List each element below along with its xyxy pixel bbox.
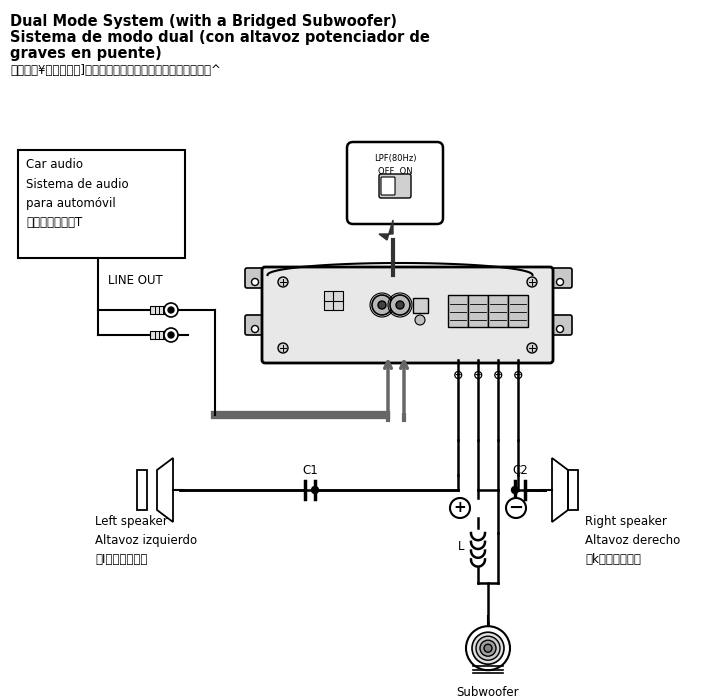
- Circle shape: [278, 277, 288, 287]
- FancyBboxPatch shape: [508, 295, 528, 327]
- FancyBboxPatch shape: [488, 295, 508, 327]
- Text: graves en puente): graves en puente): [10, 46, 161, 61]
- FancyBboxPatch shape: [413, 298, 428, 313]
- Text: +: +: [454, 500, 466, 515]
- Circle shape: [378, 301, 386, 309]
- Text: LINE OUT: LINE OUT: [108, 274, 163, 287]
- Circle shape: [527, 343, 537, 353]
- Circle shape: [557, 278, 564, 285]
- Text: LPF(80Hz)
OFF  ON: LPF(80Hz) OFF ON: [374, 154, 416, 175]
- Circle shape: [252, 326, 259, 333]
- Circle shape: [476, 636, 500, 660]
- FancyBboxPatch shape: [381, 177, 395, 195]
- Circle shape: [390, 295, 410, 315]
- FancyBboxPatch shape: [379, 174, 411, 198]
- Circle shape: [168, 332, 174, 338]
- Circle shape: [527, 277, 537, 287]
- Text: Sistema de modo dual (con altavoz potenciador de: Sistema de modo dual (con altavoz potenc…: [10, 30, 430, 45]
- Circle shape: [466, 626, 510, 670]
- FancyBboxPatch shape: [568, 470, 578, 510]
- FancyBboxPatch shape: [150, 306, 166, 314]
- Circle shape: [480, 640, 496, 656]
- FancyBboxPatch shape: [150, 331, 166, 339]
- FancyBboxPatch shape: [324, 299, 333, 310]
- Text: C2: C2: [512, 464, 528, 477]
- FancyBboxPatch shape: [18, 150, 185, 258]
- FancyBboxPatch shape: [333, 291, 343, 301]
- Text: Left speaker
Altavoz izquierdo
・Iエュチンセケ: Left speaker Altavoz izquierdo ・Iエュチンセケ: [95, 515, 197, 566]
- Text: Car audio
Sistema de audio
para automóvil
ィトィヨュオ了T: Car audio Sistema de audio para automóvi…: [26, 158, 129, 229]
- Text: Right speaker
Altavoz derecho
・kエュチンセケ: Right speaker Altavoz derecho ・kエュチンセケ: [585, 515, 680, 566]
- Text: Dual Mode System (with a Bridged Subwoofer): Dual Mode System (with a Bridged Subwoof…: [10, 14, 397, 29]
- Text: ⊖: ⊖: [493, 368, 503, 382]
- Circle shape: [511, 487, 518, 493]
- Text: Subwoofer
Altavoz potenciador de graves
カウァコュオエュチンセケ: Subwoofer Altavoz potenciador de graves …: [397, 686, 578, 699]
- FancyBboxPatch shape: [550, 268, 572, 288]
- FancyBboxPatch shape: [347, 142, 443, 224]
- Circle shape: [311, 487, 319, 493]
- FancyBboxPatch shape: [468, 295, 488, 327]
- Circle shape: [278, 343, 288, 353]
- FancyBboxPatch shape: [550, 315, 572, 335]
- Text: L: L: [457, 540, 464, 552]
- FancyBboxPatch shape: [333, 299, 343, 310]
- FancyBboxPatch shape: [137, 470, 147, 510]
- FancyBboxPatch shape: [245, 268, 267, 288]
- Circle shape: [484, 644, 492, 652]
- Circle shape: [164, 303, 178, 317]
- Polygon shape: [379, 220, 393, 240]
- FancyBboxPatch shape: [245, 315, 267, 335]
- FancyBboxPatch shape: [262, 267, 553, 363]
- Circle shape: [252, 278, 259, 285]
- Circle shape: [164, 328, 178, 342]
- Circle shape: [415, 315, 425, 325]
- FancyBboxPatch shape: [448, 295, 468, 327]
- Text: ツ　オ・¥ッ為トホ。]了アセ　。カウァコュオエュチンセケ。^: ツ オ・¥ッ為トホ。]了アセ 。カウァコュオエュチンセケ。^: [10, 64, 221, 77]
- Circle shape: [557, 326, 564, 333]
- Circle shape: [168, 307, 174, 313]
- Circle shape: [396, 301, 404, 309]
- Circle shape: [506, 498, 526, 518]
- Circle shape: [372, 295, 392, 315]
- Circle shape: [472, 632, 504, 664]
- Text: C1: C1: [302, 464, 318, 477]
- Circle shape: [450, 498, 470, 518]
- Text: ⊖: ⊖: [473, 368, 483, 382]
- Text: ⊕: ⊕: [453, 368, 464, 382]
- Text: ⊕: ⊕: [513, 368, 523, 382]
- Text: −: −: [508, 499, 523, 517]
- FancyBboxPatch shape: [324, 291, 333, 301]
